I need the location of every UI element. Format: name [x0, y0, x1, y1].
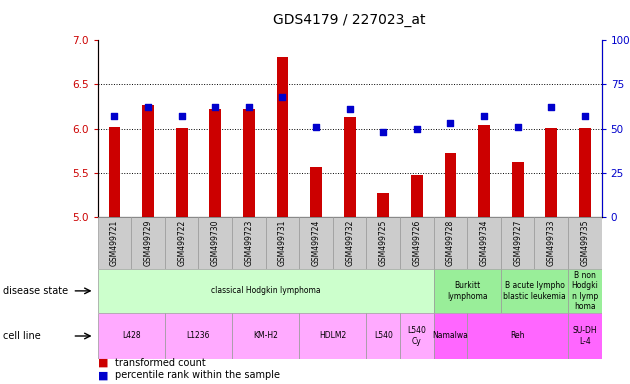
Bar	[501, 217, 534, 269]
Text: GSM499726: GSM499726	[413, 220, 421, 266]
Bar	[176, 128, 188, 217]
Bar	[534, 217, 568, 269]
Bar	[266, 217, 299, 269]
Bar	[142, 105, 154, 217]
Bar	[433, 217, 467, 269]
Text: GSM499723: GSM499723	[244, 220, 253, 266]
Text: GSM499735: GSM499735	[580, 220, 589, 266]
Bar	[198, 217, 232, 269]
Text: B acute lympho
blastic leukemia: B acute lympho blastic leukemia	[503, 281, 566, 301]
Text: L540: L540	[374, 331, 392, 341]
Bar	[568, 217, 602, 269]
Text: GSM499731: GSM499731	[278, 220, 287, 266]
Text: GSM499727: GSM499727	[513, 220, 522, 266]
Text: Burkitt
lymphoma: Burkitt lymphoma	[447, 281, 488, 301]
Bar	[467, 217, 501, 269]
Bar	[579, 128, 591, 217]
Bar	[98, 313, 165, 359]
Point	[210, 104, 220, 111]
Text: L540
Cy: L540 Cy	[408, 326, 427, 346]
Bar	[400, 313, 433, 359]
Text: classical Hodgkin lymphoma: classical Hodgkin lymphoma	[211, 286, 321, 295]
Text: GSM499730: GSM499730	[211, 220, 220, 266]
Bar	[512, 162, 524, 217]
Text: L1236: L1236	[186, 331, 210, 341]
Point	[412, 126, 422, 132]
Text: ■: ■	[98, 370, 108, 380]
Bar	[277, 57, 289, 217]
Point	[311, 124, 321, 130]
Text: GDS4179 / 227023_at: GDS4179 / 227023_at	[273, 13, 426, 27]
Bar	[568, 313, 602, 359]
Text: Namalwa: Namalwa	[433, 331, 468, 341]
Text: GSM499725: GSM499725	[379, 220, 387, 266]
Bar	[310, 167, 322, 217]
Point	[378, 129, 388, 135]
Bar	[367, 217, 400, 269]
Point	[176, 113, 186, 119]
Point	[277, 94, 287, 100]
Text: KM-H2: KM-H2	[253, 331, 278, 341]
Text: HDLM2: HDLM2	[319, 331, 347, 341]
Bar	[165, 313, 232, 359]
Bar	[467, 313, 568, 359]
Point	[143, 104, 153, 111]
Point	[580, 113, 590, 119]
Text: GSM499733: GSM499733	[547, 220, 556, 266]
Bar	[299, 217, 333, 269]
Text: GSM499732: GSM499732	[345, 220, 354, 266]
Point	[546, 104, 556, 111]
Bar	[209, 109, 221, 217]
Text: GSM499722: GSM499722	[177, 220, 186, 266]
Bar	[344, 117, 355, 217]
Text: transformed count: transformed count	[115, 358, 206, 368]
Text: disease state: disease state	[3, 286, 68, 296]
Bar	[232, 217, 266, 269]
Bar	[131, 217, 165, 269]
Text: percentile rank within the sample: percentile rank within the sample	[115, 370, 280, 380]
Bar	[243, 109, 255, 217]
Text: SU-DH
L-4: SU-DH L-4	[573, 326, 597, 346]
Text: cell line: cell line	[3, 331, 41, 341]
Bar	[299, 313, 367, 359]
Bar	[400, 217, 433, 269]
Text: B non
Hodgki
n lymp
homa: B non Hodgki n lymp homa	[571, 271, 598, 311]
Text: L428: L428	[122, 331, 140, 341]
Bar	[546, 128, 557, 217]
Text: GSM499721: GSM499721	[110, 220, 119, 266]
Point	[479, 113, 489, 119]
Point	[110, 113, 120, 119]
Point	[445, 120, 455, 126]
Bar	[165, 217, 198, 269]
Point	[244, 104, 254, 111]
Bar	[568, 269, 602, 313]
Bar	[108, 127, 120, 217]
Bar	[411, 175, 423, 217]
Bar	[478, 125, 490, 217]
Point	[345, 106, 355, 112]
Bar	[333, 217, 367, 269]
Bar	[232, 313, 299, 359]
Text: GSM499724: GSM499724	[312, 220, 321, 266]
Point	[513, 124, 523, 130]
Bar	[377, 193, 389, 217]
Bar	[445, 153, 456, 217]
Text: GSM499729: GSM499729	[144, 220, 152, 266]
Bar	[501, 269, 568, 313]
Text: GSM499734: GSM499734	[479, 220, 488, 266]
Bar	[433, 313, 467, 359]
Bar	[367, 313, 400, 359]
Text: Reh: Reh	[510, 331, 525, 341]
Text: GSM499728: GSM499728	[446, 220, 455, 266]
Bar	[98, 269, 433, 313]
Bar	[98, 217, 131, 269]
Text: ■: ■	[98, 358, 108, 368]
Bar	[433, 269, 501, 313]
